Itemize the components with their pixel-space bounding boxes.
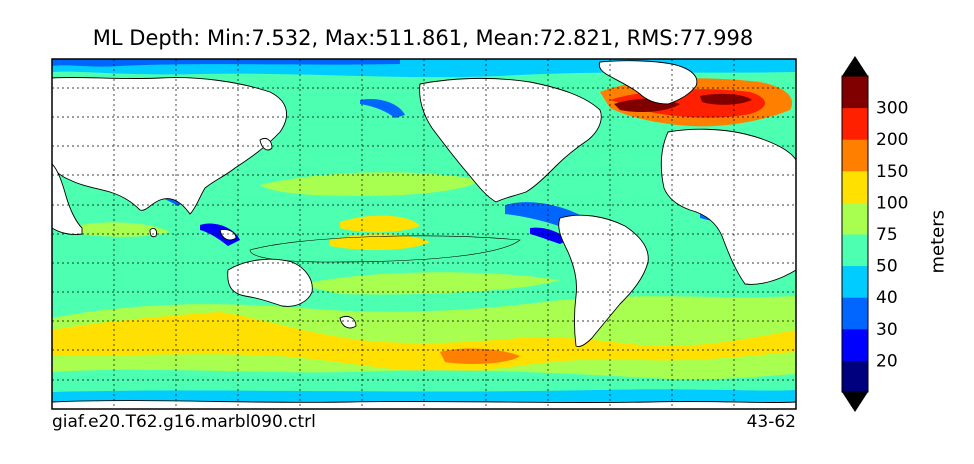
colorbar-tick-label: 200 (876, 130, 908, 150)
colorbar-under-triangle (842, 392, 868, 412)
colorbar-band (842, 202, 868, 235)
colorbar-over-triangle (842, 56, 868, 76)
colorbar-tick-label: 75 (876, 225, 898, 245)
colorbar-tick-label: 50 (876, 257, 898, 277)
colorbar-band (842, 234, 868, 267)
colorbar-band (842, 328, 868, 361)
colorbar-tick-label: 300 (876, 99, 908, 119)
colorbar-tick-label: 40 (876, 288, 898, 308)
map-field (52, 59, 796, 409)
africa-west-landmass (660, 128, 796, 285)
colorbar-band (842, 170, 868, 203)
colorbar-band (842, 76, 868, 109)
new-zealand-landmass (339, 315, 357, 329)
southern-ocean-150-200 (440, 348, 520, 364)
pacific-patch-south (330, 234, 430, 251)
asia-landmass (52, 76, 287, 215)
colorbar-tick-label: 30 (876, 320, 898, 340)
australia-landmass (227, 258, 313, 307)
pacific-patch-north (340, 215, 420, 233)
southern-ocean-100-150 (52, 312, 796, 373)
south-america-landmass (558, 214, 649, 347)
borneo-landmass (219, 229, 237, 241)
colorbar-frame (841, 75, 869, 393)
sri-lanka-landmass (149, 227, 157, 238)
nordic-sea-300plus (700, 93, 752, 105)
map-gridlines (52, 59, 796, 409)
colorbar-band (842, 360, 868, 393)
indian-ocean-75-100 (80, 222, 170, 237)
colorbar-tick-label: 20 (876, 351, 898, 371)
colorbar-label: meters (927, 209, 949, 274)
map-frame (51, 58, 797, 410)
land (52, 60, 796, 409)
colorbar-band (842, 107, 868, 140)
south-pacific-75-100 (300, 272, 560, 295)
colorbar-tick-label: 100 (876, 193, 908, 213)
panama-20-30 (530, 227, 568, 244)
colorbar-band (842, 297, 868, 330)
north-america-landmass (419, 77, 602, 203)
plot-title: ML Depth: Min:7.532, Max:511.861, Mean:7… (92, 26, 754, 50)
japan-landmass (259, 137, 273, 151)
years-label: 43-62 (746, 412, 796, 432)
greenland-landmass (598, 60, 698, 105)
arctic-30-40 (52, 59, 400, 67)
africa-east-landmass (52, 163, 83, 235)
north-pacific-75-100 (260, 172, 480, 196)
alaska-coast-30-40 (360, 98, 405, 118)
colorbar-band (842, 139, 868, 172)
colorbar-band (842, 265, 868, 298)
case-name-label: giaf.e20.T62.g16.marbl090.ctrl (52, 412, 316, 432)
colorbar-tick-label: 150 (876, 162, 908, 182)
